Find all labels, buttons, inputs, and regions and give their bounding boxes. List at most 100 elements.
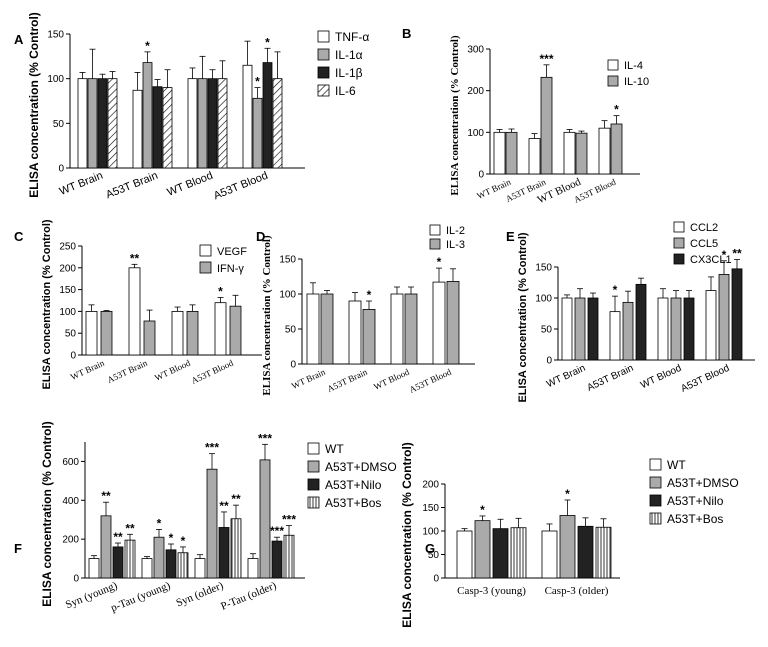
chart-panel-a: A 0 50 100 150 ELISA concentration (% Control…: [14, 12, 369, 202]
bar: [100, 310, 113, 356]
legend-swatch: [307, 442, 320, 455]
bar: [153, 536, 165, 579]
legend-swatch: [317, 84, 330, 97]
bar: [492, 528, 509, 579]
y-tick-label: 400: [62, 496, 79, 507]
y-axis-label: ELISA concentration (% Control): [41, 219, 53, 389]
bar: [162, 87, 173, 169]
significance-marker: *: [565, 487, 570, 501]
x-tick-label: Syn (older): [174, 580, 225, 610]
y-tick-label: 0: [70, 351, 76, 362]
panel-letter: G: [425, 541, 435, 556]
bar: [561, 297, 573, 361]
legend-label: A53T+Bos: [667, 512, 723, 526]
bar: [171, 310, 184, 356]
legend-label: IL-3: [446, 239, 465, 251]
bar: [152, 86, 163, 169]
x-tick-label: WT Blood: [166, 170, 215, 199]
panel-letter: B: [402, 26, 411, 41]
significance-marker: ***: [539, 52, 553, 66]
significance-marker: **: [231, 492, 241, 506]
x-tick-label: WT Blood: [153, 358, 192, 383]
bar: [214, 302, 227, 356]
legend-label: A53T+Bos: [325, 496, 381, 510]
bar: [587, 297, 599, 361]
legend-swatch: [307, 478, 320, 491]
bar: [262, 62, 273, 169]
x-tick-label: Casp-3 (older): [545, 585, 609, 597]
bar: [404, 293, 418, 365]
y-tick-label: 200: [59, 263, 76, 274]
significance-marker: *: [614, 103, 619, 117]
bar: [259, 459, 271, 579]
bar: [731, 268, 743, 361]
chart-panel-e: E 0 50 100 150 ELISA concentration (% Control…: [506, 221, 755, 403]
significance-marker: *: [480, 503, 485, 517]
significance-marker: **: [130, 251, 140, 265]
bar: [595, 526, 612, 579]
bar: [432, 281, 446, 365]
significance-marker: ***: [270, 524, 284, 538]
y-tick-label: 50: [285, 325, 297, 336]
y-tick-label: 50: [428, 550, 440, 561]
y-tick-label: 100: [279, 290, 296, 301]
bar: [229, 305, 242, 356]
legend-label: IL-10: [624, 76, 649, 88]
significance-marker: **: [125, 521, 135, 535]
y-tick-label: 200: [422, 480, 439, 491]
panel-letter: F: [14, 541, 22, 556]
bar: [320, 293, 334, 365]
legend-label: WT: [667, 458, 686, 472]
y-axis-label: ELISA concentration (% Control): [449, 35, 461, 196]
x-tick-label: A53T Blood: [212, 170, 270, 203]
chart-panel-c: C 0 50 100 150 200 250 ELISA concentration (% C…: [14, 219, 262, 390]
y-tick-label: 0: [290, 360, 296, 371]
bar: [107, 78, 118, 169]
y-tick-label: 0: [546, 356, 552, 367]
y-tick-label: 200: [467, 86, 484, 97]
legend-swatch: [317, 48, 330, 61]
legend-label: IL-6: [335, 84, 356, 98]
bar: [77, 78, 88, 169]
significance-marker: **: [219, 499, 229, 513]
legend-swatch: [649, 512, 662, 525]
legend-label: WT: [325, 442, 344, 456]
y-tick-label: 0: [58, 164, 64, 175]
x-tick-label: A53T Brain: [326, 367, 370, 394]
x-tick-label: A53T Blood: [408, 367, 454, 395]
legend-swatch: [307, 496, 320, 509]
bar: [143, 320, 156, 356]
bar: [112, 546, 124, 579]
bar: [541, 530, 558, 579]
significance-marker: **: [732, 247, 742, 261]
bar: [683, 297, 695, 361]
bar: [186, 310, 199, 356]
bar: [194, 558, 206, 579]
y-tick-label: 250: [59, 242, 76, 253]
bar: [132, 89, 143, 169]
legend-label: IL-4: [624, 60, 643, 72]
x-tick-label: WT Blood: [372, 367, 411, 392]
significance-marker: *: [265, 35, 270, 49]
panel-letter: C: [14, 229, 24, 244]
y-axis-label: ELISA concentration (% Control): [400, 442, 414, 628]
x-tick-label: p-Tau (young): [109, 580, 172, 615]
legend-swatch: [607, 59, 619, 71]
bar: [362, 308, 376, 365]
y-tick-label: 50: [53, 119, 65, 130]
y-tick-label: 600: [62, 457, 79, 468]
bar: [128, 267, 141, 356]
significance-marker: *: [722, 248, 727, 262]
legend-swatch: [317, 30, 330, 43]
legend-swatch: [649, 458, 662, 471]
bar: [622, 301, 634, 361]
bar: [87, 78, 98, 169]
bar: [574, 297, 586, 361]
bar: [306, 293, 320, 365]
x-tick-label: WT Blood: [639, 363, 683, 391]
panel-letter: D: [256, 229, 265, 244]
y-tick-label: 0: [433, 574, 439, 585]
bar: [456, 530, 473, 579]
y-tick-label: 300: [467, 45, 484, 56]
